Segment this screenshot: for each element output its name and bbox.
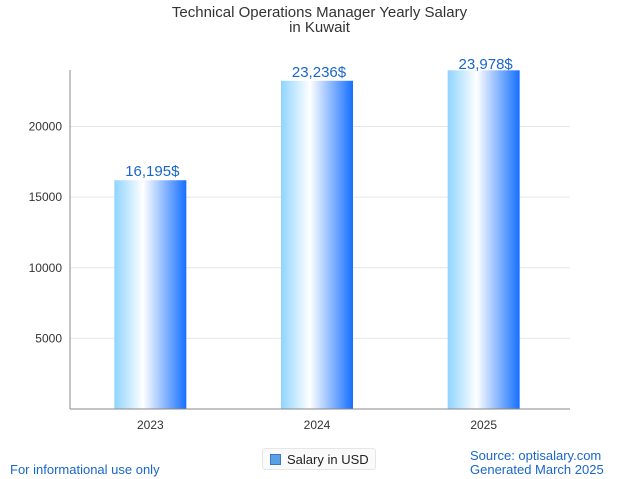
data-label-2025: 23,978$ bbox=[459, 56, 514, 73]
x-tick-label-2024: 2024 bbox=[304, 418, 331, 432]
x-tick-label-2023: 2023 bbox=[137, 418, 164, 432]
chart-title-line-1: Technical Operations Manager Yearly Sala… bbox=[171, 4, 468, 21]
data-label-2024: 23,236$ bbox=[292, 64, 347, 81]
legend-label: Salary in USD bbox=[287, 451, 369, 467]
data-label-2023: 16,195$ bbox=[125, 163, 180, 180]
x-tick-label-2025: 2025 bbox=[470, 418, 497, 432]
chart-title-line-2: in Kuwait bbox=[289, 19, 350, 36]
informational-note: For informational use only bbox=[10, 462, 160, 477]
legend: Salary in USD bbox=[262, 448, 376, 470]
bar-2023 bbox=[114, 180, 187, 409]
generated-note: Generated March 2025 bbox=[470, 462, 604, 477]
source-note: Source: optisalary.com bbox=[470, 448, 602, 463]
legend-swatch bbox=[270, 453, 281, 465]
y-tick-label-5000: 5000 bbox=[35, 331, 62, 345]
y-tick-label-15000: 15000 bbox=[29, 190, 63, 204]
bar-2024 bbox=[281, 80, 353, 409]
bar-2025 bbox=[447, 70, 520, 409]
y-tick-label-20000: 20000 bbox=[29, 120, 63, 134]
y-tick-label-10000: 10000 bbox=[29, 261, 63, 275]
